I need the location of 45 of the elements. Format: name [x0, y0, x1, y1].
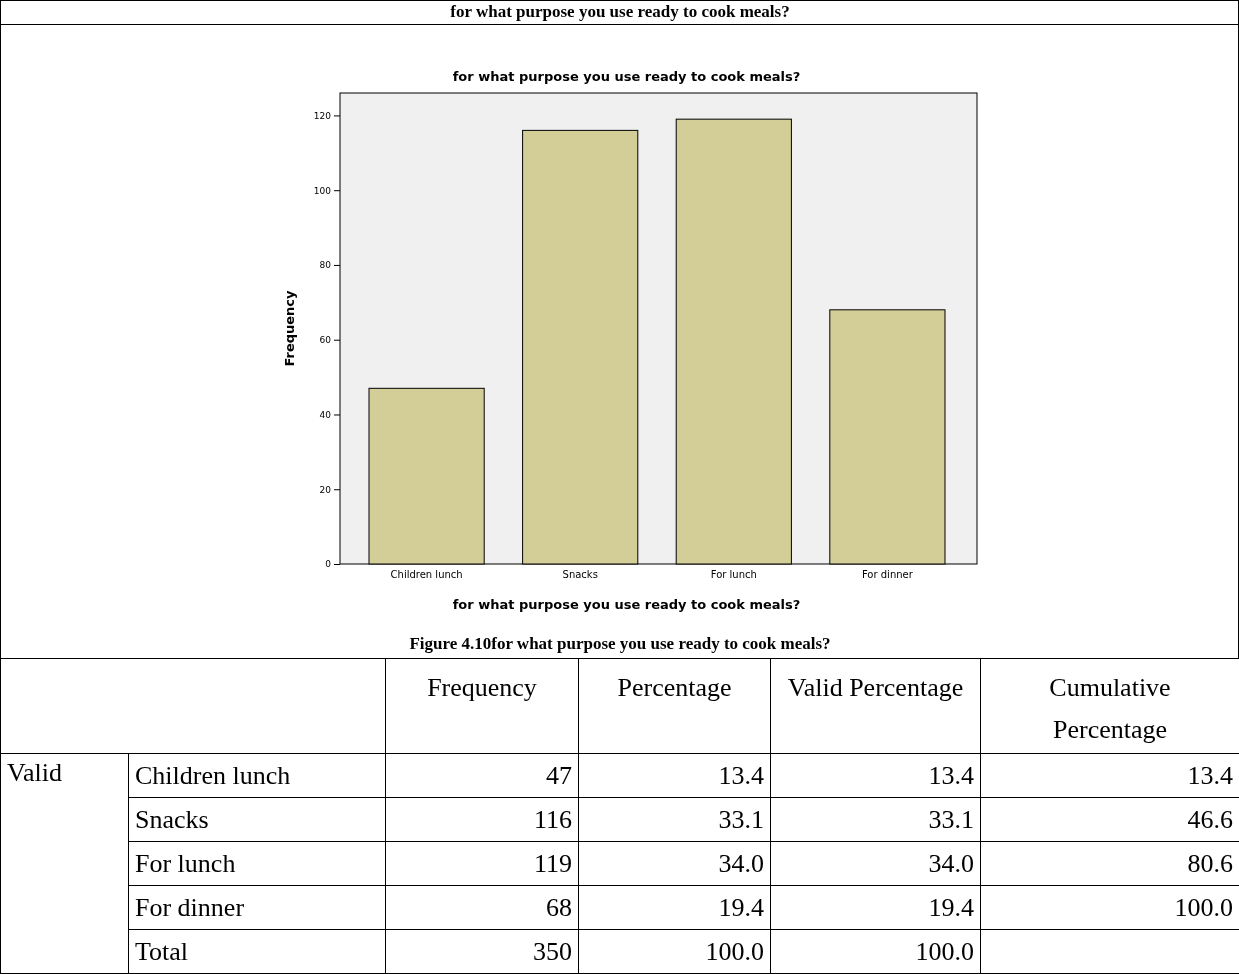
text: for what purpose you use ready to cook meals? [450, 2, 790, 21]
x-tick-label: Snacks [562, 569, 598, 580]
data-label: 47 [385, 753, 579, 798]
y-tick-label: 20 [319, 484, 332, 495]
data-label: 13.4 [770, 753, 981, 798]
x-axis-title: for what purpose you use ready to cook meals? [452, 597, 801, 612]
y-tick-label: 0 [325, 559, 332, 570]
data-label: 116 [385, 797, 579, 842]
text: Percentage [578, 658, 771, 754]
x-tick-label: Children lunch [390, 569, 463, 580]
data-label: 34.0 [770, 841, 981, 886]
x-tick-label: For lunch [710, 569, 757, 580]
data-label: 33.1 [578, 797, 771, 842]
data-label: 46.6 [980, 797, 1239, 842]
data-label: 13.4 [980, 753, 1239, 798]
data-label: 100.0 [980, 885, 1239, 930]
y-tick-label: 120 [313, 110, 332, 121]
data-label: 13.4 [578, 753, 771, 798]
data-label: 34.0 [578, 841, 771, 886]
y-tick-label: 40 [319, 409, 332, 420]
data-label: 19.4 [770, 885, 981, 930]
chart-title: for what purpose you use ready to cook meals? [452, 69, 801, 84]
data-label: 19.4 [578, 885, 771, 930]
category-label: For dinner [128, 885, 386, 930]
text: Valid [0, 753, 129, 974]
data-label: 350 [385, 929, 579, 974]
category-label: Total [128, 929, 386, 974]
category-label: Children lunch [128, 753, 386, 798]
y-tick-label: 100 [313, 185, 332, 196]
caption: Figure 4.10for what purpose you use ready to cook meals? [409, 634, 831, 653]
x-tick-label: For dinner [861, 569, 914, 580]
y-axis-title: Frequency [282, 289, 297, 367]
data-label: 119 [385, 841, 579, 886]
category-label: Snacks [128, 797, 386, 842]
y-tick-label: 80 [319, 260, 332, 271]
y-tick-label: 60 [319, 335, 332, 346]
text: Cumulative Percentage [980, 658, 1239, 754]
data-label: 68 [385, 885, 579, 930]
data-label: 100.0 [578, 929, 771, 974]
data-label: 80.6 [980, 841, 1239, 886]
text: Valid Percentage [770, 658, 981, 754]
text: Frequency [385, 658, 579, 754]
category-label: For lunch [128, 841, 386, 886]
data-label: 100.0 [770, 929, 981, 974]
data-label: 33.1 [770, 797, 981, 842]
